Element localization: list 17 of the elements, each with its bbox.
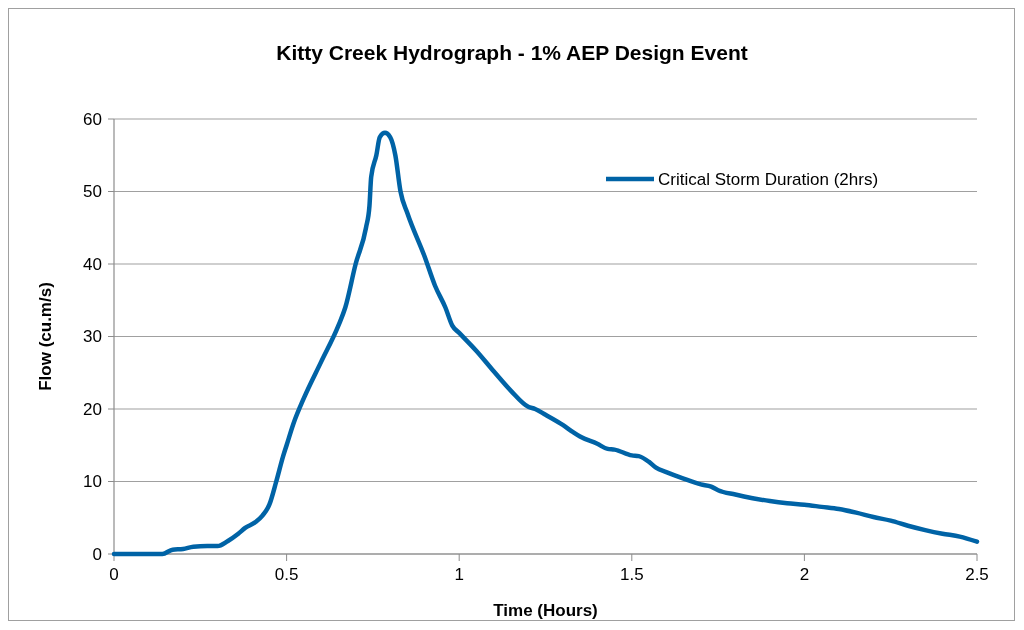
y-tick-label: 60: [83, 109, 102, 129]
x-tick-label: 2.5: [965, 565, 989, 584]
y-tick-label: 50: [83, 182, 102, 202]
y-tick-label: 40: [83, 254, 102, 274]
y-tick-label: 20: [83, 399, 102, 419]
x-tick-label: 1: [454, 565, 464, 584]
legend-label: Critical Storm Duration (2hrs): [658, 169, 879, 189]
x-axis-title: Time (Hours): [493, 601, 598, 620]
y-axis-title: Flow (cu.m/s): [36, 282, 55, 391]
x-tick-label: 0.5: [274, 565, 299, 584]
x-tick-label: 2: [799, 565, 810, 584]
x-tick-label: 1.5: [619, 565, 644, 584]
x-tick-label: 0: [109, 565, 119, 584]
y-tick-label: 10: [83, 472, 102, 492]
y-tick-label: 0: [92, 544, 102, 564]
y-tick-label: 30: [83, 327, 102, 347]
chart-title: Kitty Creek Hydrograph - 1% AEP Design Event: [276, 41, 748, 64]
